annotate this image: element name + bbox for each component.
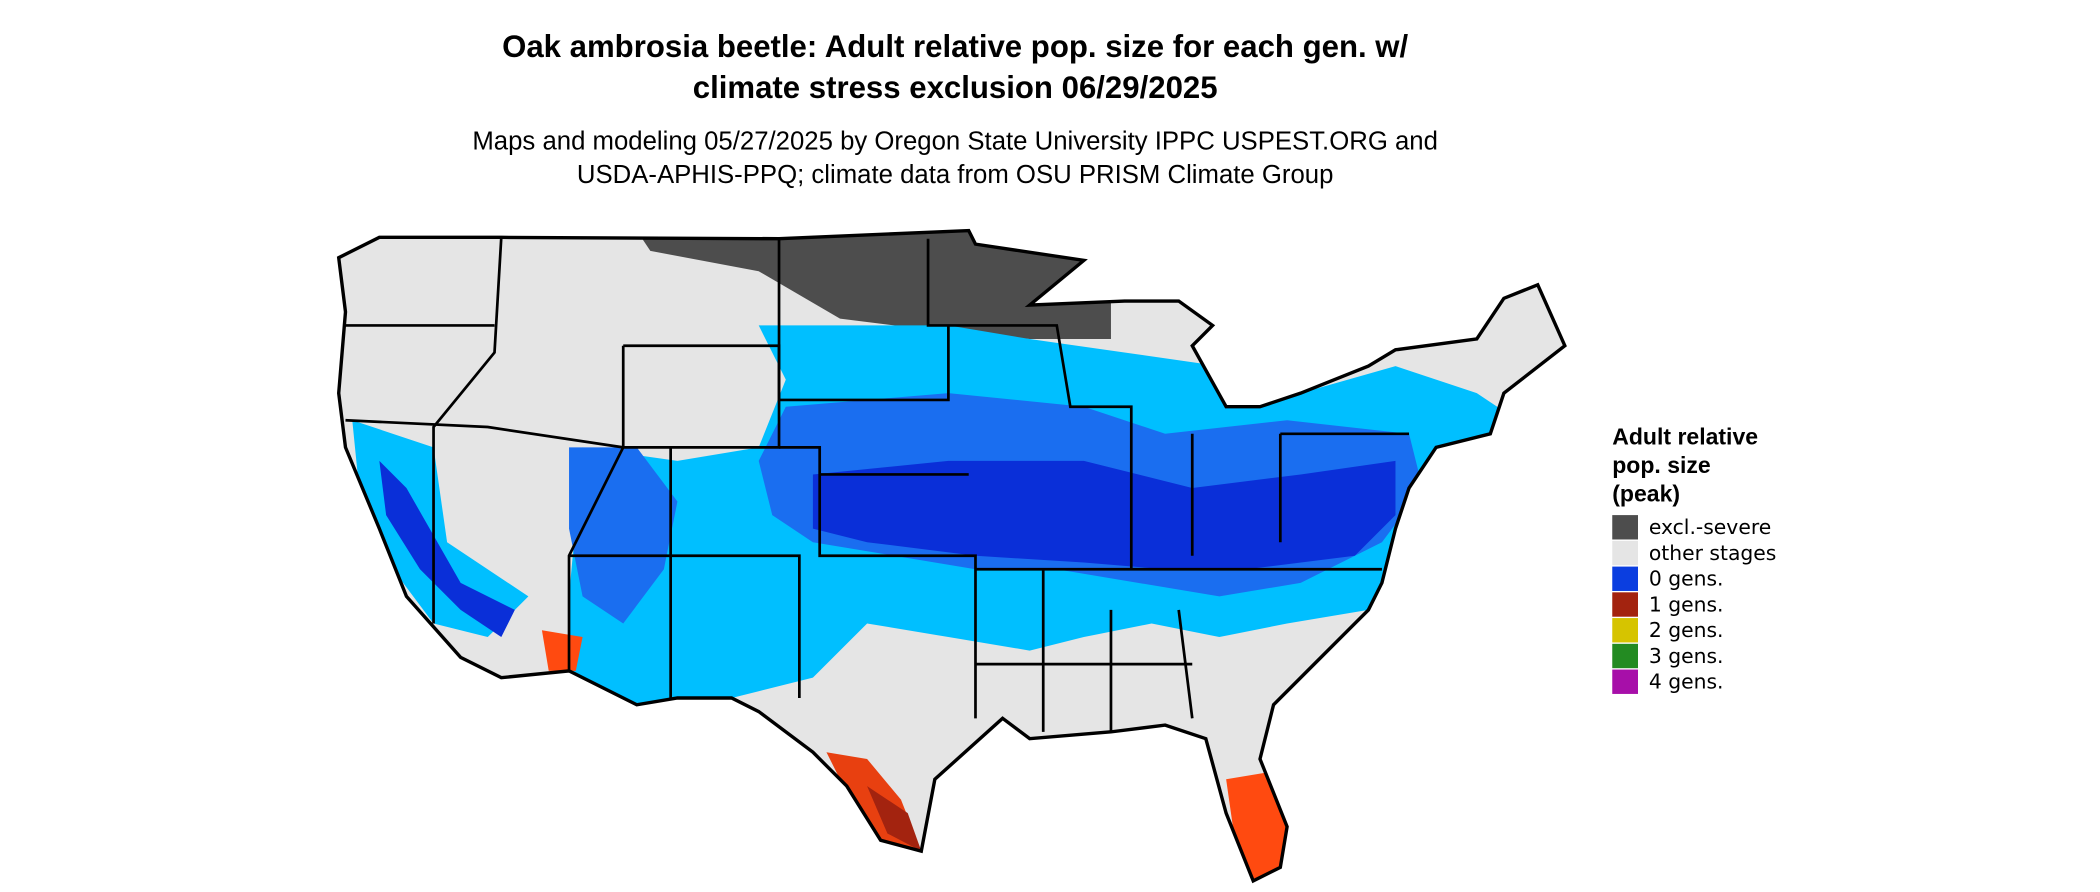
legend-label: 3 gens. xyxy=(1649,644,1724,668)
subtitle: Maps and modeling 05/27/2025 by Oregon S… xyxy=(472,127,1438,155)
red-area xyxy=(541,630,583,671)
red-area xyxy=(1226,772,1288,881)
legend-title: (peak) xyxy=(1612,481,1680,507)
light-blue-area xyxy=(352,420,529,638)
legend-label: 2 gens. xyxy=(1649,618,1724,642)
legend-swatch xyxy=(1612,669,1638,694)
legend-swatch xyxy=(1612,592,1638,617)
red-area xyxy=(867,786,922,852)
legend-swatch xyxy=(1612,643,1638,669)
legend-label: 0 gens. xyxy=(1649,567,1724,591)
blue-area xyxy=(569,447,678,624)
title: climate stress exclusion 06/29/2025 xyxy=(693,70,1218,105)
dark-blue-area xyxy=(812,460,1396,570)
legend-label: excl.-severe xyxy=(1649,515,1771,539)
legend: Adult relative pop. size (peak) excl.-se… xyxy=(1612,424,1776,694)
title: Oak ambrosia beetle: Adult relative pop.… xyxy=(502,29,1408,64)
dark-blue-area xyxy=(379,460,515,638)
legend-label: 4 gens. xyxy=(1649,670,1724,694)
legend-label: other stages xyxy=(1649,541,1777,565)
excluded-area xyxy=(636,230,1111,339)
legend-swatch xyxy=(1612,566,1638,591)
state-borders xyxy=(345,237,1410,732)
legend-swatch xyxy=(1612,618,1638,643)
legend-swatch xyxy=(1612,515,1638,540)
subtitle: USDA-APHIS-PPQ; climate data from OSU PR… xyxy=(577,161,1334,189)
legend-swatch xyxy=(1612,540,1638,566)
legend-title: Adult relative xyxy=(1612,424,1758,450)
legend-label: 1 gens. xyxy=(1649,592,1724,616)
map xyxy=(337,228,1567,883)
legend-title: pop. size xyxy=(1612,452,1711,478)
